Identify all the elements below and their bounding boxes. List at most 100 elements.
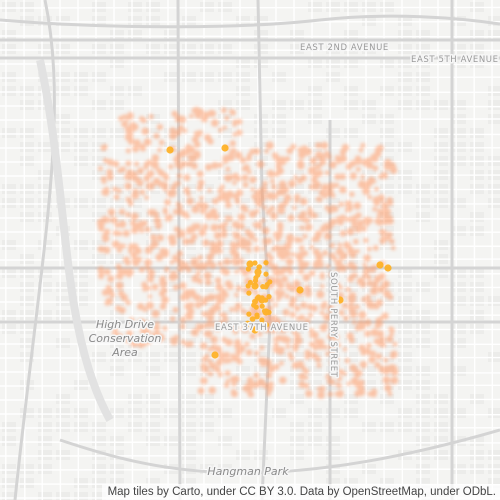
density-dot <box>374 150 382 158</box>
city-block <box>74 380 88 390</box>
density-dot <box>233 355 240 362</box>
density-dot <box>114 222 120 228</box>
density-dot <box>316 362 322 368</box>
density-dot <box>105 217 111 223</box>
density-hotspot <box>296 286 304 294</box>
density-dot <box>329 360 334 365</box>
density-dot <box>338 285 343 290</box>
density-dot <box>312 170 321 179</box>
density-dot <box>215 283 224 292</box>
density-dot <box>141 127 149 135</box>
city-block <box>398 16 412 26</box>
density-dot <box>142 307 148 313</box>
city-block <box>2 72 16 82</box>
density-dot <box>259 359 267 367</box>
density-dot <box>274 289 281 296</box>
city-block <box>38 282 52 292</box>
density-dot <box>338 309 345 316</box>
city-block <box>488 198 500 208</box>
density-dot <box>299 197 308 206</box>
city-block <box>308 366 322 376</box>
map-attribution[interactable]: Map tiles by Carto, under CC BY 3.0. Dat… <box>101 484 500 500</box>
density-hotspot <box>376 261 384 269</box>
density-dot <box>151 161 159 169</box>
density-dot <box>330 193 336 199</box>
density-dot <box>130 212 139 221</box>
density-dot <box>179 316 187 323</box>
density-dot <box>255 200 263 208</box>
city-block <box>290 226 304 236</box>
city-block <box>362 100 376 110</box>
density-dot <box>126 330 133 338</box>
density-dot <box>223 351 230 359</box>
density-dot <box>180 150 187 158</box>
density-dot <box>279 360 284 366</box>
density-dot <box>309 244 315 250</box>
density-dot <box>374 186 379 192</box>
city-block <box>200 394 214 404</box>
density-dot <box>253 148 261 155</box>
density-dot <box>240 308 246 314</box>
density-dot <box>116 333 123 340</box>
density-dot <box>267 194 274 201</box>
density-dot <box>144 195 149 201</box>
city-block <box>74 422 88 432</box>
city-block <box>110 198 124 208</box>
density-dot <box>118 208 126 215</box>
density-dot <box>282 199 289 206</box>
city-block <box>182 268 196 278</box>
density-dot <box>118 115 124 122</box>
city-block <box>128 198 142 208</box>
density-dot <box>237 257 245 265</box>
city-block <box>2 2 16 12</box>
city-block <box>380 338 394 348</box>
density-dot <box>230 353 235 359</box>
density-dot <box>300 301 308 309</box>
density-dot <box>162 207 168 213</box>
density-dot <box>289 311 296 318</box>
density-hotspot <box>251 326 259 334</box>
density-dot <box>247 169 252 175</box>
city-block <box>2 30 16 40</box>
density-dot <box>205 279 212 286</box>
density-dot <box>327 207 334 214</box>
density-dot <box>389 327 395 334</box>
density-dot <box>151 154 160 162</box>
density-dot <box>147 294 153 299</box>
city-block <box>164 72 178 82</box>
density-hotspot <box>336 296 344 304</box>
city-block <box>236 226 250 236</box>
density-dot <box>334 357 340 362</box>
city-block <box>290 366 304 376</box>
city-block <box>164 30 178 40</box>
density-dot <box>358 310 367 319</box>
city-block <box>2 478 16 488</box>
city-block <box>182 394 196 404</box>
city-block <box>2 86 16 96</box>
city-block <box>200 338 214 348</box>
density-dot <box>176 173 183 179</box>
density-hotspot <box>211 351 219 359</box>
city-block <box>38 492 52 500</box>
city-block <box>110 310 124 320</box>
density-dot <box>138 266 145 273</box>
density-dot <box>217 261 223 267</box>
density-dot <box>236 129 243 136</box>
density-dot <box>140 145 147 152</box>
city-block <box>128 352 142 362</box>
density-dot <box>312 212 318 219</box>
density-dot <box>217 162 224 168</box>
density-dot <box>260 218 266 223</box>
density-dot <box>227 215 233 222</box>
city-block <box>470 436 484 446</box>
density-dot <box>262 240 269 246</box>
city-block <box>128 2 142 12</box>
density-dot <box>249 176 257 184</box>
city-block <box>308 422 322 432</box>
city-block <box>290 44 304 54</box>
density-dot <box>286 236 294 245</box>
city-block <box>146 44 160 54</box>
city-block <box>56 408 70 418</box>
city-block <box>380 422 394 432</box>
